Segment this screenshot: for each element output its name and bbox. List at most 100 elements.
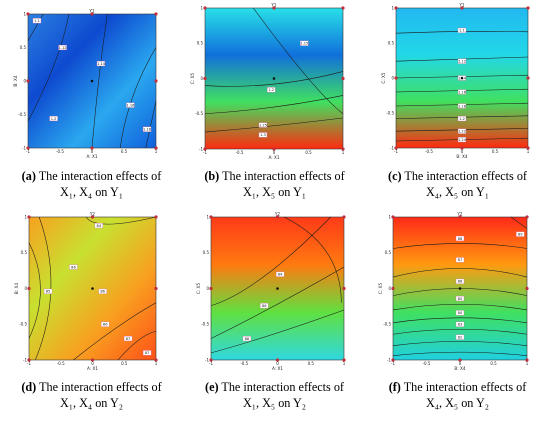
design-point [272, 6, 276, 10]
design-point [526, 76, 530, 80]
x-tick-label: -1 [26, 149, 30, 154]
caption-line2: X₁, X₅ on Y₂ [242, 396, 307, 410]
panel-d: 84 85 86 86 86 87 87 Y2 -1 -0.5 0 0.5 1 1 0.5 0 -0.5 -1 A:… [0, 211, 183, 422]
contour-label: 84 [97, 224, 102, 228]
x-tick-label: -1 [209, 361, 213, 366]
y-tick-label: 0.5 [388, 40, 395, 45]
x-tick-label: -1 [203, 150, 207, 155]
contour-line [284, 216, 342, 303]
caption-line2: X₁, X₅ on Y₁ [242, 185, 307, 199]
x-axis-label: B: X4 [454, 366, 465, 371]
y-tick-label: 1 [23, 11, 26, 16]
chart-title: Y2 [89, 212, 96, 217]
y-tick-label: -1 [23, 357, 27, 362]
figure-caption: (e) The interaction effects of X₁, X₅ on … [183, 379, 366, 411]
design-point [525, 215, 529, 219]
design-point [27, 358, 31, 362]
contour-label-box [457, 58, 467, 64]
contour-label: 88 [245, 337, 250, 341]
y-axis-label: B: X4 [14, 283, 19, 294]
contour-label-box [300, 40, 309, 46]
contour-line [85, 216, 157, 225]
design-point [341, 147, 345, 151]
contour-plot: 84 85 86 86 86 87 87 Y2 -1 -0.5 0 0.5 1 1 0.5 0 -0.5 -1 A:… [14, 212, 158, 372]
design-point [391, 215, 395, 219]
x-tick-label: 1 [343, 361, 346, 366]
design-point [458, 358, 462, 362]
contour-label: 83 [458, 323, 463, 327]
contour-label-box [98, 288, 107, 294]
contour-line [210, 266, 345, 339]
contour-label: 86 [103, 323, 108, 327]
design-point [458, 215, 462, 219]
x-tick-label: 0 [91, 361, 94, 366]
x-tick-label: 0 [276, 361, 279, 366]
center-point [460, 76, 464, 80]
caption-tag: (b) [204, 169, 220, 183]
contour-label: 89 [518, 232, 523, 236]
y-tick-label: -1 [387, 357, 391, 362]
contour-label: 86 [458, 280, 463, 284]
contour-label-box [457, 27, 467, 33]
design-point [26, 146, 30, 150]
center-point [272, 77, 276, 80]
design-point [391, 358, 395, 362]
y-tick-label: -1 [22, 145, 26, 150]
caption-line1: The interaction effects of [38, 169, 162, 183]
x-axis-label: A: X1 [268, 155, 279, 160]
contour-label: 1.1 [34, 19, 40, 23]
caption-line1: The interaction effects of [39, 380, 162, 394]
contour-label: 84 [278, 273, 283, 277]
contour-label: 1.2 [268, 88, 274, 92]
x-tick-label: -0.5 [425, 149, 433, 154]
caption-line1: The interaction effects of [222, 169, 345, 183]
y-tick-label: -1 [205, 357, 209, 362]
x-tick-label: 0.5 [305, 150, 312, 155]
contour-line [28, 242, 41, 339]
panel-f: 89 88 87 86 85 84 83 82 Y2 -1 -0.5 0 0.5 1 1 0.5 0 -0.5 -1… [366, 211, 549, 422]
x-tick-label: -0.5 [240, 361, 248, 366]
chart-title: Y2 [456, 212, 463, 217]
contour-label-box [457, 89, 467, 95]
design-point [341, 76, 345, 81]
contour-label: 1.18 [143, 128, 152, 132]
contour-label-box [142, 350, 152, 356]
design-point [154, 12, 158, 16]
design-point [154, 286, 158, 291]
design-point [203, 6, 207, 10]
caption-tag: (c) [388, 169, 402, 183]
x-tick-label: 0.5 [308, 361, 315, 366]
design-point [394, 146, 398, 150]
center-point [91, 287, 94, 290]
x-tick-label: 1 [155, 361, 158, 366]
design-point [26, 12, 30, 16]
contour-line [210, 216, 331, 306]
contour-line [73, 302, 157, 361]
contour-label: 1.12 [458, 60, 466, 64]
x-axis-label: A: X1 [272, 366, 283, 371]
contour-line [210, 309, 345, 354]
contour-label: 1.16 [458, 90, 467, 94]
y-tick-label: -0.5 [383, 322, 391, 327]
x-tick-label: -0.5 [236, 150, 244, 155]
contour-line [392, 317, 528, 324]
contour-line [204, 95, 344, 115]
design-point [154, 215, 158, 219]
contour-plot: 1.15 1.2 1.25 1.3 Y1 -1 -0.5 0 0.5 1 1 0.5 0 -0.5 -1 A:… [190, 3, 345, 161]
contour-label-box [94, 223, 103, 229]
design-point [203, 147, 207, 151]
chart-title: Y1 [270, 3, 277, 8]
contour-label-box [267, 87, 276, 93]
caption-line1: The interaction effects of [221, 380, 344, 394]
contour-label-box [455, 321, 465, 327]
x-tick-label: 0 [273, 150, 276, 155]
contour-label-box [258, 122, 268, 128]
contour-label-box [101, 321, 110, 327]
design-point [275, 358, 280, 362]
x-tick-label: 1 [526, 361, 529, 366]
y-axis-label: C: X5 [190, 73, 195, 85]
center-point [276, 287, 279, 290]
contour-line [392, 328, 528, 335]
y-tick-label: 0.5 [203, 250, 210, 255]
panel-b: 1.15 1.2 1.25 1.3 Y1 -1 -0.5 0 0.5 1 1 0.5 0 -0.5 -1 A:… [183, 0, 366, 211]
